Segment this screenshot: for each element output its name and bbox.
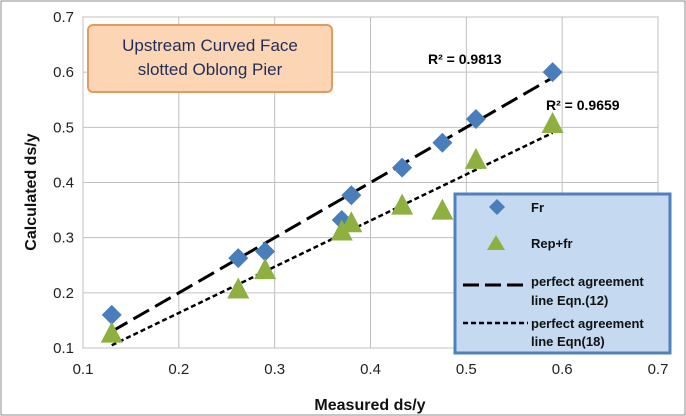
x-tick-label: 0.1 — [73, 361, 94, 378]
y-tick-label: 0.4 — [53, 175, 74, 192]
legend-marker-fr — [489, 199, 505, 215]
y-tick-label: 0.3 — [53, 230, 74, 247]
legend: Fr Rep+fr perfect agreement line Eqn.(12… — [453, 192, 672, 355]
repfr-data-point — [254, 258, 277, 280]
legend-label-eqn18-line-2: line Eqn(18) — [531, 334, 605, 349]
repfr-data-point — [340, 211, 363, 233]
chart-title-box: Upstream Curved Face slotted Oblong Pier — [87, 24, 333, 93]
title-box-background — [87, 24, 333, 93]
fr-data-point — [542, 62, 563, 83]
y-tick-label: 0.1 — [53, 340, 74, 357]
fr-data-point — [392, 157, 413, 178]
legend-label-eqn12-line-2: line Eqn.(12) — [531, 293, 608, 308]
legend-marker-repfr — [487, 235, 505, 250]
legend-label-eqn12-line-1: perfect agreement — [531, 274, 644, 289]
repfr-data-point — [100, 321, 123, 343]
legend-label-fr: Fr — [531, 200, 544, 215]
repfr-data-point — [227, 277, 250, 299]
y-tick-labels: 0.1 0.2 0.3 0.4 0.5 0.6 0.7 — [53, 9, 74, 357]
fr-data-point — [432, 132, 453, 153]
x-tick-label: 0.6 — [552, 361, 573, 378]
x-tick-label: 0.5 — [456, 361, 477, 378]
y-tick-label: 0.7 — [53, 9, 74, 26]
repfr-data-point — [391, 193, 414, 215]
x-tick-label: 0.7 — [648, 361, 669, 378]
repfr-data-point — [541, 111, 564, 133]
y-tick-label: 0.6 — [53, 64, 74, 81]
legend-label-repfr: Rep+fr — [531, 236, 573, 251]
fr-data-point — [465, 109, 486, 130]
fr-data-point — [228, 248, 249, 269]
fr-data-point — [101, 304, 122, 325]
x-tick-label: 0.4 — [360, 361, 381, 378]
data-markers — [100, 62, 564, 343]
x-tick-labels: 0.1 0.2 0.3 0.4 0.5 0.6 0.7 — [73, 361, 669, 378]
fit-line-eqn12 — [111, 76, 554, 333]
r2-label-eqn12: R² = 0.9813 — [428, 51, 502, 67]
x-tick-label: 0.3 — [264, 361, 285, 378]
legend-background — [453, 192, 672, 355]
repfr-data-point — [431, 198, 454, 220]
y-axis-title: Calculated ds/y — [23, 133, 40, 250]
fr-data-point — [255, 241, 276, 262]
r2-label-eqn18: R² = 0.9659 — [546, 97, 620, 113]
chart-title-line-2: slotted Oblong Pier — [138, 60, 283, 79]
y-tick-label: 0.5 — [53, 119, 74, 136]
x-tick-label: 0.2 — [168, 361, 189, 378]
y-tick-label: 0.2 — [53, 285, 74, 302]
fr-data-point — [341, 185, 362, 206]
x-axis-title: Measured ds/y — [314, 397, 425, 414]
repfr-data-point — [464, 147, 487, 169]
legend-label-eqn18-line-1: perfect agreement — [531, 316, 644, 331]
chart-title-line-1: Upstream Curved Face — [122, 36, 298, 55]
